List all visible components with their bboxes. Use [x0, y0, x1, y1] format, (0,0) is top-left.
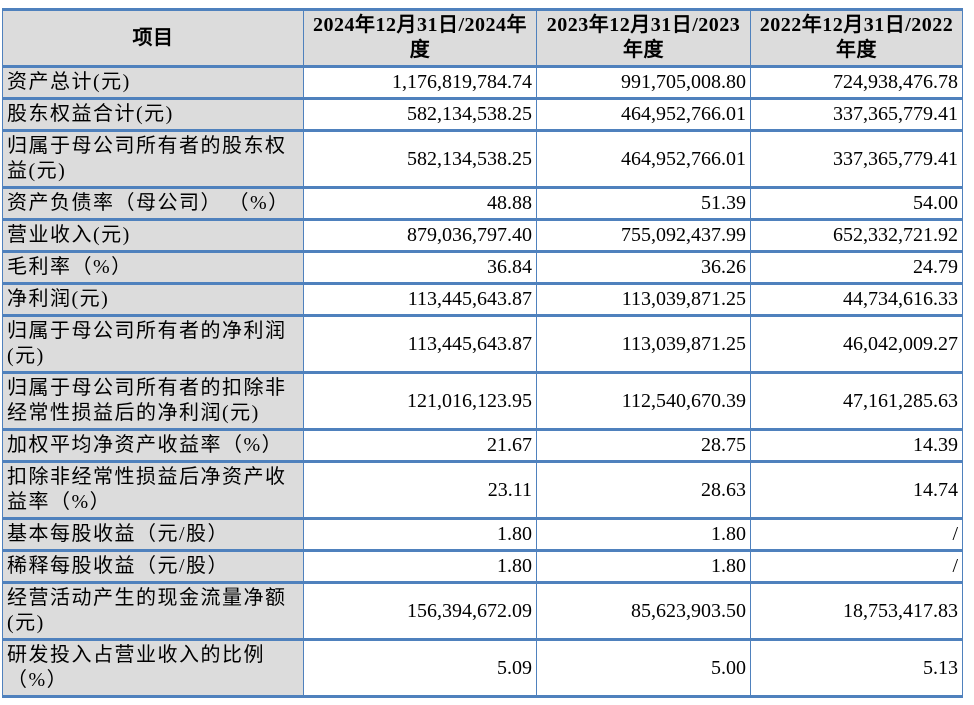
- row-item-label: 资产总计(元): [2, 65, 304, 100]
- row-item-label: 营业收入(元): [2, 218, 304, 253]
- table-row: 资产总计(元) 1,176,819,784.74 991,705,008.80 …: [2, 65, 963, 100]
- value-2022: 14.74: [750, 460, 963, 520]
- table-row: 归属于母公司所有者的股东权益(元) 582,134,538.25 464,952…: [2, 129, 963, 189]
- row-item-label: 归属于母公司所有者的扣除非经常性损益后的净利润(元): [2, 371, 304, 431]
- table-row: 研发投入占营业收入的比例（%） 5.09 5.00 5.13: [2, 638, 963, 698]
- table-row: 资产负债率（母公司） （%） 48.88 51.39 54.00: [2, 186, 963, 221]
- value-2022: /: [750, 549, 963, 584]
- value-2024: 1,176,819,784.74: [303, 65, 537, 100]
- value-2023: 5.00: [536, 638, 751, 698]
- table-row: 稀释每股收益（元/股） 1.80 1.80 /: [2, 549, 963, 584]
- row-item-label: 净利润(元): [2, 282, 304, 317]
- row-item-label: 归属于母公司所有者的股东权益(元): [2, 129, 304, 189]
- row-item-label: 研发投入占营业收入的比例（%）: [2, 638, 304, 698]
- value-2022: 337,365,779.41: [750, 97, 963, 132]
- header-2022: 2022年12月31日/2022年度: [750, 8, 963, 68]
- value-2024: 113,445,643.87: [303, 282, 537, 317]
- row-item-label: 股东权益合计(元): [2, 97, 304, 132]
- table-row: 基本每股收益（元/股） 1.80 1.80 /: [2, 517, 963, 552]
- value-2023: 113,039,871.25: [536, 314, 751, 374]
- value-2024: 121,016,123.95: [303, 371, 537, 431]
- value-2023: 36.26: [536, 250, 751, 285]
- table-row: 净利润(元) 113,445,643.87 113,039,871.25 44,…: [2, 282, 963, 317]
- value-2023: 28.63: [536, 460, 751, 520]
- table-row: 加权平均净资产收益率（%） 21.67 28.75 14.39: [2, 428, 963, 463]
- value-2024: 113,445,643.87: [303, 314, 537, 374]
- value-2022: 724,938,476.78: [750, 65, 963, 100]
- value-2024: 156,394,672.09: [303, 581, 537, 641]
- row-item-label: 扣除非经常性损益后净资产收益率（%）: [2, 460, 304, 520]
- table-row: 归属于母公司所有者的净利润(元) 113,445,643.87 113,039,…: [2, 314, 963, 374]
- value-2022: 18,753,417.83: [750, 581, 963, 641]
- row-item-label: 归属于母公司所有者的净利润(元): [2, 314, 304, 374]
- value-2023: 112,540,670.39: [536, 371, 751, 431]
- table-row: 归属于母公司所有者的扣除非经常性损益后的净利润(元) 121,016,123.9…: [2, 371, 963, 431]
- table-row: 扣除非经常性损益后净资产收益率（%） 23.11 28.63 14.74: [2, 460, 963, 520]
- value-2024: 5.09: [303, 638, 537, 698]
- value-2024: 23.11: [303, 460, 537, 520]
- value-2022: 652,332,721.92: [750, 218, 963, 253]
- value-2022: 14.39: [750, 428, 963, 463]
- value-2022: 47,161,285.63: [750, 371, 963, 431]
- value-2024: 21.67: [303, 428, 537, 463]
- value-2023: 1.80: [536, 549, 751, 584]
- value-2024: 48.88: [303, 186, 537, 221]
- value-2023: 28.75: [536, 428, 751, 463]
- value-2023: 755,092,437.99: [536, 218, 751, 253]
- row-item-label: 稀释每股收益（元/股）: [2, 549, 304, 584]
- value-2023: 85,623,903.50: [536, 581, 751, 641]
- value-2023: 464,952,766.01: [536, 129, 751, 189]
- table-row: 毛利率（%） 36.84 36.26 24.79: [2, 250, 963, 285]
- value-2022: 24.79: [750, 250, 963, 285]
- value-2023: 51.39: [536, 186, 751, 221]
- value-2022: 5.13: [750, 638, 963, 698]
- value-2022: 54.00: [750, 186, 963, 221]
- value-2022: 337,365,779.41: [750, 129, 963, 189]
- value-2024: 879,036,797.40: [303, 218, 537, 253]
- value-2024: 1.80: [303, 517, 537, 552]
- value-2022: 44,734,616.33: [750, 282, 963, 317]
- financial-summary-table: 项目 2024年12月31日/2024年度 2023年12月31日/2023年度…: [2, 8, 963, 698]
- row-item-label: 基本每股收益（元/股）: [2, 517, 304, 552]
- value-2023: 113,039,871.25: [536, 282, 751, 317]
- table-row: 股东权益合计(元) 582,134,538.25 464,952,766.01 …: [2, 97, 963, 132]
- value-2024: 1.80: [303, 549, 537, 584]
- value-2023: 464,952,766.01: [536, 97, 751, 132]
- row-item-label: 经营活动产生的现金流量净额(元): [2, 581, 304, 641]
- header-2023: 2023年12月31日/2023年度: [536, 8, 751, 68]
- table-row: 经营活动产生的现金流量净额(元) 156,394,672.09 85,623,9…: [2, 581, 963, 641]
- value-2024: 582,134,538.25: [303, 97, 537, 132]
- value-2022: 46,042,009.27: [750, 314, 963, 374]
- row-item-label: 加权平均净资产收益率（%）: [2, 428, 304, 463]
- header-2024: 2024年12月31日/2024年度: [303, 8, 537, 68]
- header-item: 项目: [2, 8, 304, 68]
- row-item-label: 资产负债率（母公司） （%）: [2, 186, 304, 221]
- row-item-label: 毛利率（%）: [2, 250, 304, 285]
- value-2023: 1.80: [536, 517, 751, 552]
- value-2024: 36.84: [303, 250, 537, 285]
- value-2024: 582,134,538.25: [303, 129, 537, 189]
- header-row: 项目 2024年12月31日/2024年度 2023年12月31日/2023年度…: [2, 8, 963, 68]
- value-2023: 991,705,008.80: [536, 65, 751, 100]
- table-row: 营业收入(元) 879,036,797.40 755,092,437.99 65…: [2, 218, 963, 253]
- value-2022: /: [750, 517, 963, 552]
